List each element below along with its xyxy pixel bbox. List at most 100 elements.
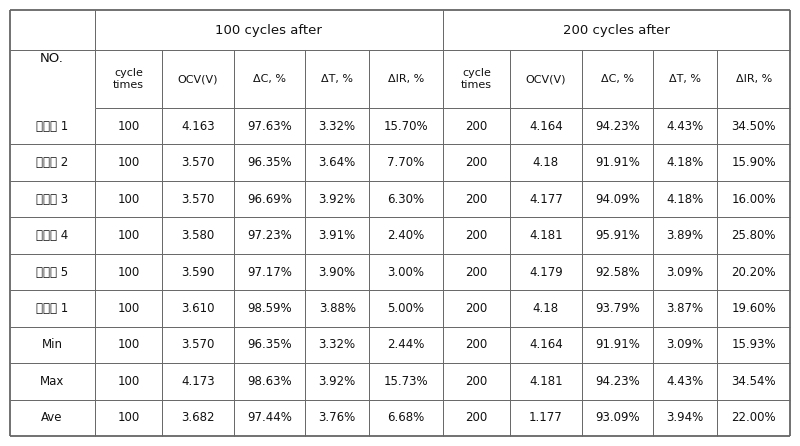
Text: 91.91%: 91.91% xyxy=(595,156,640,169)
Text: 96.35%: 96.35% xyxy=(247,156,292,169)
Text: 比较例 2: 比较例 2 xyxy=(36,156,68,169)
Text: 15.70%: 15.70% xyxy=(383,120,428,132)
Text: 3.570: 3.570 xyxy=(182,156,214,169)
Text: 3.87%: 3.87% xyxy=(666,302,704,315)
Text: 96.69%: 96.69% xyxy=(247,193,292,206)
Text: 200: 200 xyxy=(466,302,487,315)
Text: 4.181: 4.181 xyxy=(529,375,562,388)
Text: 100: 100 xyxy=(118,339,139,351)
Text: 3.682: 3.682 xyxy=(182,412,214,425)
Text: 100: 100 xyxy=(118,302,139,315)
Text: 100: 100 xyxy=(118,412,139,425)
Text: ΔT, %: ΔT, % xyxy=(669,74,701,84)
Text: 4.177: 4.177 xyxy=(529,193,562,206)
Text: 5.00%: 5.00% xyxy=(387,302,424,315)
Text: 4.43%: 4.43% xyxy=(666,375,704,388)
Text: 19.60%: 19.60% xyxy=(731,302,776,315)
Text: 4.18%: 4.18% xyxy=(666,193,704,206)
Text: 200: 200 xyxy=(466,339,487,351)
Text: 93.09%: 93.09% xyxy=(595,412,640,425)
Text: 91.91%: 91.91% xyxy=(595,339,640,351)
Text: 200: 200 xyxy=(466,412,487,425)
Text: 34.54%: 34.54% xyxy=(731,375,776,388)
Text: 200: 200 xyxy=(466,375,487,388)
Text: 3.590: 3.590 xyxy=(182,265,214,279)
Text: 4.173: 4.173 xyxy=(182,375,215,388)
Text: 4.179: 4.179 xyxy=(529,265,562,279)
Text: 200: 200 xyxy=(466,229,487,242)
Text: 3.580: 3.580 xyxy=(182,229,214,242)
Text: ΔC, %: ΔC, % xyxy=(601,74,634,84)
Text: 25.80%: 25.80% xyxy=(731,229,776,242)
Text: 3.610: 3.610 xyxy=(182,302,214,315)
Text: 比较例 3: 比较例 3 xyxy=(36,193,68,206)
Text: 200 cycles after: 200 cycles after xyxy=(563,24,670,37)
Text: 7.70%: 7.70% xyxy=(387,156,425,169)
Text: 100: 100 xyxy=(118,375,139,388)
Text: 94.23%: 94.23% xyxy=(595,375,640,388)
Text: 比较例 5: 比较例 5 xyxy=(36,265,68,279)
Text: 3.90%: 3.90% xyxy=(318,265,356,279)
Text: 实施例 1: 实施例 1 xyxy=(36,302,68,315)
Text: 4.163: 4.163 xyxy=(182,120,215,132)
Text: 3.92%: 3.92% xyxy=(318,375,356,388)
Text: NO.: NO. xyxy=(40,52,64,66)
Text: ΔIR, %: ΔIR, % xyxy=(735,74,772,84)
Text: 200: 200 xyxy=(466,265,487,279)
Text: 3.91%: 3.91% xyxy=(318,229,356,242)
Text: 100: 100 xyxy=(118,265,139,279)
Text: 4.18%: 4.18% xyxy=(666,156,704,169)
Text: 200: 200 xyxy=(466,193,487,206)
Text: Min: Min xyxy=(42,339,62,351)
Text: 4.18: 4.18 xyxy=(533,156,559,169)
Text: 1.177: 1.177 xyxy=(529,412,562,425)
Text: 100 cycles after: 100 cycles after xyxy=(215,24,322,37)
Text: 3.32%: 3.32% xyxy=(318,339,356,351)
Text: 3.00%: 3.00% xyxy=(387,265,424,279)
Text: 6.30%: 6.30% xyxy=(387,193,424,206)
Text: Max: Max xyxy=(40,375,64,388)
Text: 6.68%: 6.68% xyxy=(387,412,425,425)
Text: 3.570: 3.570 xyxy=(182,193,214,206)
Text: 3.09%: 3.09% xyxy=(666,265,704,279)
Text: 20.20%: 20.20% xyxy=(731,265,776,279)
Text: 98.59%: 98.59% xyxy=(247,302,292,315)
Text: 3.89%: 3.89% xyxy=(666,229,704,242)
Text: 4.18: 4.18 xyxy=(533,302,559,315)
Text: 3.32%: 3.32% xyxy=(318,120,356,132)
Text: cycle
times: cycle times xyxy=(113,68,144,90)
Text: 15.93%: 15.93% xyxy=(731,339,776,351)
Text: 比较例 1: 比较例 1 xyxy=(36,120,68,132)
Text: ΔIR, %: ΔIR, % xyxy=(388,74,424,84)
Text: 97.17%: 97.17% xyxy=(247,265,292,279)
Text: ΔT, %: ΔT, % xyxy=(321,74,353,84)
Text: 3.64%: 3.64% xyxy=(318,156,356,169)
Text: 100: 100 xyxy=(118,120,139,132)
Text: 200: 200 xyxy=(466,156,487,169)
Text: 2.40%: 2.40% xyxy=(387,229,425,242)
Text: 34.50%: 34.50% xyxy=(731,120,776,132)
Text: 15.90%: 15.90% xyxy=(731,156,776,169)
Text: 97.63%: 97.63% xyxy=(247,120,292,132)
Text: 16.00%: 16.00% xyxy=(731,193,776,206)
Text: 4.43%: 4.43% xyxy=(666,120,704,132)
Text: 3.76%: 3.76% xyxy=(318,412,356,425)
Text: 4.164: 4.164 xyxy=(529,339,562,351)
Text: 94.09%: 94.09% xyxy=(595,193,640,206)
Text: OCV(V): OCV(V) xyxy=(178,74,218,84)
Text: 94.23%: 94.23% xyxy=(595,120,640,132)
Text: 22.00%: 22.00% xyxy=(731,412,776,425)
Text: 4.164: 4.164 xyxy=(529,120,562,132)
Text: 3.88%: 3.88% xyxy=(318,302,356,315)
Text: ΔC, %: ΔC, % xyxy=(253,74,286,84)
Text: OCV(V): OCV(V) xyxy=(526,74,566,84)
Text: 3.92%: 3.92% xyxy=(318,193,356,206)
Text: 4.181: 4.181 xyxy=(529,229,562,242)
Text: 3.94%: 3.94% xyxy=(666,412,704,425)
Text: 15.73%: 15.73% xyxy=(383,375,428,388)
Text: cycle
times: cycle times xyxy=(461,68,492,90)
Text: 96.35%: 96.35% xyxy=(247,339,292,351)
Text: 93.79%: 93.79% xyxy=(595,302,640,315)
Text: 97.44%: 97.44% xyxy=(247,412,292,425)
Text: 3.570: 3.570 xyxy=(182,339,214,351)
